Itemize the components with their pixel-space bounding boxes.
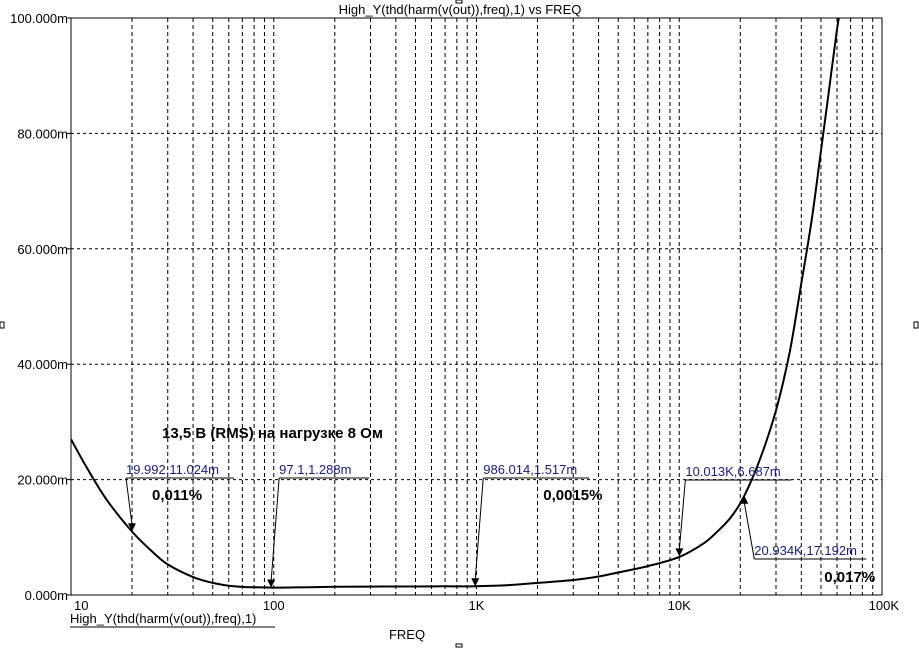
marker-label: 10.013K,6.687m: [685, 464, 780, 479]
markers: 19.992,11.024m 0,011% 97.1,1.288m 986.014,1…: [125, 462, 875, 588]
marker-label: 986.014,1.517m: [483, 462, 577, 477]
plot-frame: [70, 17, 883, 596]
y-tick-label: 20.000m: [17, 473, 68, 488]
marker-arrow: [471, 578, 480, 587]
marker-note: 0,011%: [152, 487, 202, 504]
y-tick-labels: 0.000m 20.000m 40.000m 60.000m 80.000m 100.00…: [10, 11, 71, 603]
x-tick-label: 100: [263, 598, 285, 613]
x-axis-label: FREQ: [389, 627, 425, 642]
marker-arrow: [127, 523, 136, 532]
chart-title: High_Y(thd(harm(v(out)),freq),1) vs FREQ: [339, 2, 582, 17]
marker: 10.013K,6.687m: [675, 464, 792, 557]
marker-arrow: [267, 579, 276, 588]
y-tick-label: 60.000m: [17, 242, 68, 257]
marker-leader: [743, 502, 755, 560]
marker: 97.1,1.288m: [267, 462, 370, 588]
marker-leader: [270, 477, 280, 581]
thd-trace: [71, 18, 840, 589]
marker: 986.014,1.517m 0,0015%: [471, 462, 602, 587]
marker-leader: [678, 479, 686, 550]
x-tick-labels: 10 100 1K 10K 100K: [74, 598, 899, 613]
y-tick-label: 40.000m: [17, 357, 68, 372]
marker: 19.992,11.024m 0,011%: [125, 462, 234, 532]
x-tick-label: 10: [74, 598, 88, 613]
marker-label: 19.992,11.024m: [126, 462, 219, 477]
marker-label: 20.934K,17.192m: [754, 543, 857, 558]
marker-label: 97.1,1.288m: [279, 462, 351, 477]
marker-note: 0,0015%: [543, 487, 602, 504]
x-tick-label: 10K: [668, 598, 691, 613]
marker-arrow: [675, 548, 684, 557]
marker-leader: [474, 477, 484, 580]
load-annotation: 13,5 В (RMS) на нагрузке 8 Ом: [162, 425, 383, 442]
marker-arrow: [740, 495, 749, 504]
x-tick-label: 1K: [469, 598, 485, 613]
x-tick-label: 100K: [869, 598, 900, 613]
marker: 20.934K,17.192m 0,017%: [740, 495, 875, 586]
marker-note: 0,017%: [824, 569, 875, 586]
legend-label[interactable]: High_Y(thd(harm(v(out)),freq),1): [70, 611, 256, 626]
y-tick-label: 0.000m: [25, 588, 68, 603]
y-tick-label: 100.000m: [10, 11, 68, 26]
grid: [71, 18, 882, 595]
y-tick-label: 80.000m: [17, 126, 68, 141]
marker-leader: [125, 477, 133, 525]
